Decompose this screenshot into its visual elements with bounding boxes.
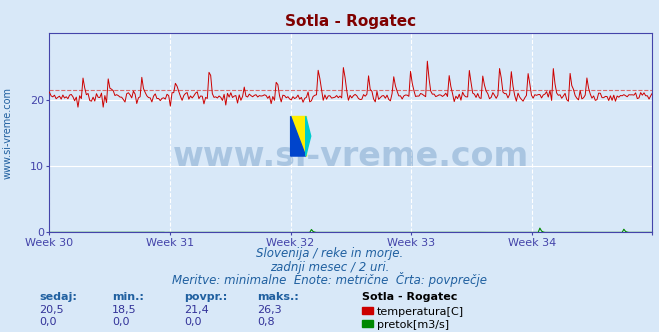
Text: pretok[m3/s]: pretok[m3/s] bbox=[377, 320, 449, 330]
Title: Sotla - Rogatec: Sotla - Rogatec bbox=[285, 14, 416, 29]
Polygon shape bbox=[306, 116, 311, 156]
Text: 0,0: 0,0 bbox=[185, 317, 202, 327]
Text: 20,5: 20,5 bbox=[40, 305, 64, 315]
Text: 18,5: 18,5 bbox=[112, 305, 136, 315]
Polygon shape bbox=[291, 116, 306, 156]
Text: 0,0: 0,0 bbox=[40, 317, 57, 327]
Text: min.:: min.: bbox=[112, 292, 144, 302]
Text: sedaj:: sedaj: bbox=[40, 292, 77, 302]
Polygon shape bbox=[291, 116, 306, 156]
Text: 21,4: 21,4 bbox=[185, 305, 210, 315]
Text: Meritve: minimalne  Enote: metrične  Črta: povprečje: Meritve: minimalne Enote: metrične Črta:… bbox=[172, 272, 487, 287]
Text: povpr.:: povpr.: bbox=[185, 292, 228, 302]
Text: Sotla - Rogatec: Sotla - Rogatec bbox=[362, 292, 458, 302]
Text: 0,8: 0,8 bbox=[257, 317, 275, 327]
Text: zadnji mesec / 2 uri.: zadnji mesec / 2 uri. bbox=[270, 261, 389, 274]
Text: 0,0: 0,0 bbox=[112, 317, 130, 327]
Text: temperatura[C]: temperatura[C] bbox=[377, 307, 464, 317]
Text: www.si-vreme.com: www.si-vreme.com bbox=[3, 87, 13, 179]
Text: 26,3: 26,3 bbox=[257, 305, 281, 315]
Text: Slovenija / reke in morje.: Slovenija / reke in morje. bbox=[256, 247, 403, 260]
Text: maks.:: maks.: bbox=[257, 292, 299, 302]
Text: www.si-vreme.com: www.si-vreme.com bbox=[173, 140, 529, 173]
